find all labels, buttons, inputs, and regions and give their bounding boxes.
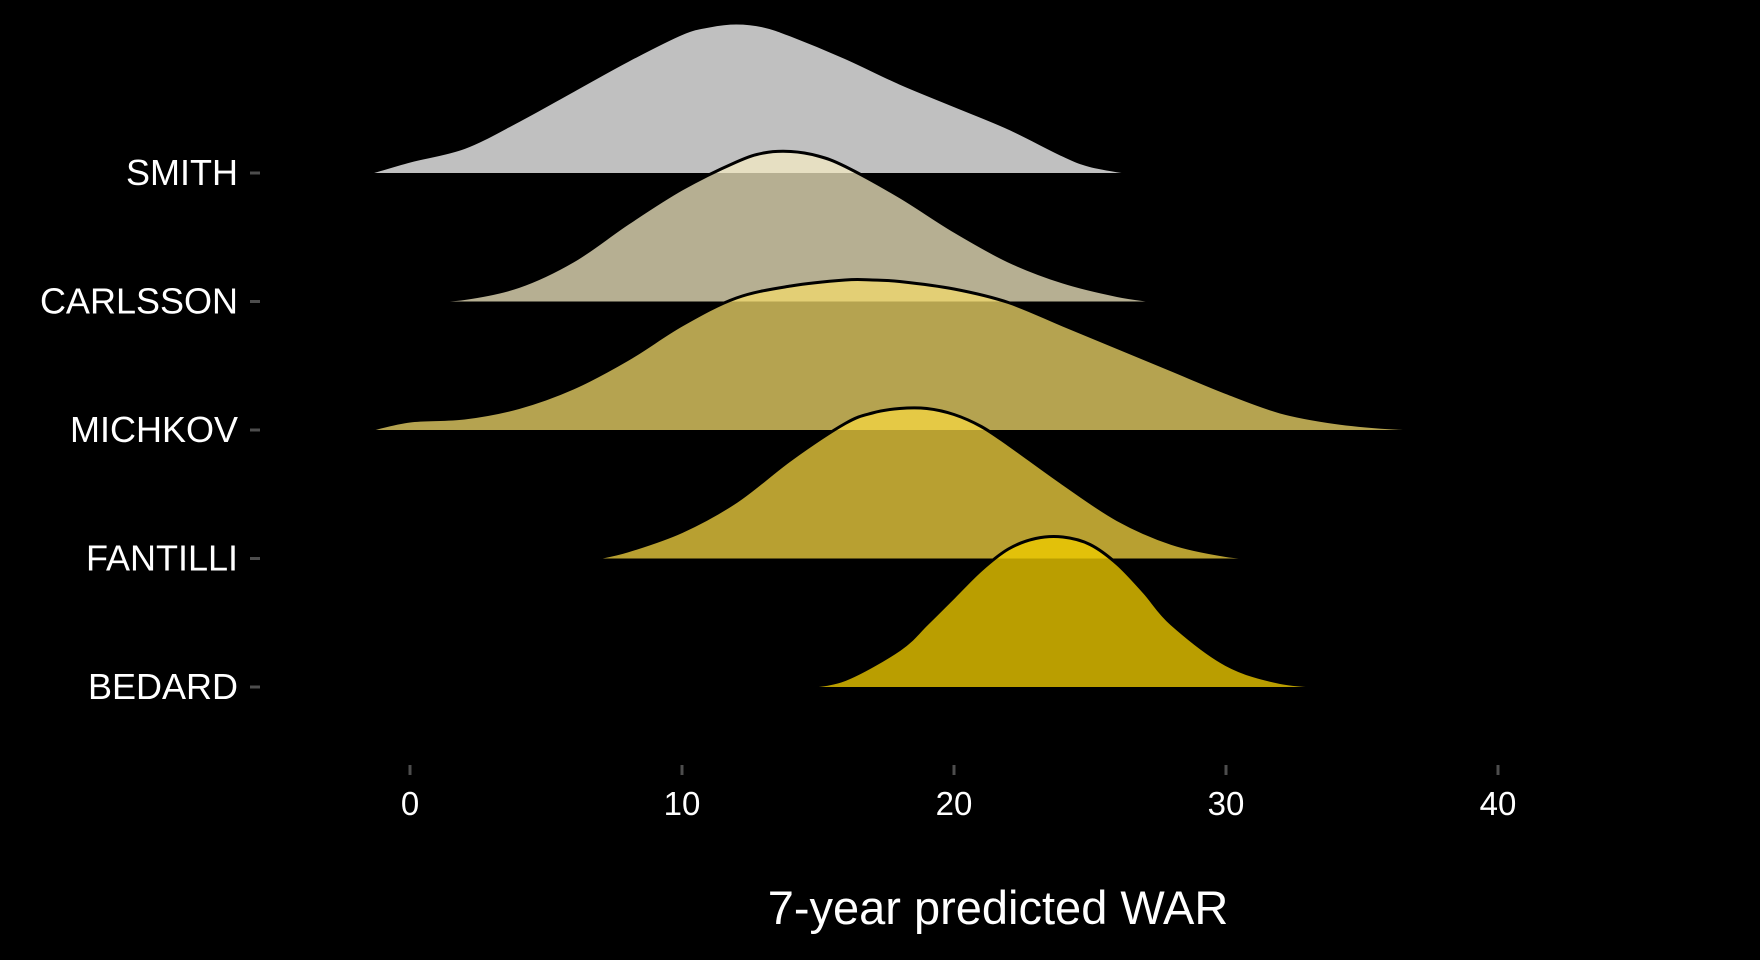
ridge-outline-fantilli (594, 406, 1267, 560)
ridge-fantilli (594, 406, 1267, 560)
ridge-bedard (804, 535, 1335, 689)
y-tick-label-carlsson: CARLSSON (40, 281, 238, 322)
ridge-outline-michkov (368, 277, 1450, 432)
ridge-michkov (368, 277, 1450, 432)
ridge-fill-smith (369, 23, 1131, 173)
ridge-carlsson (415, 149, 1159, 303)
ridge-smith (368, 21, 1132, 175)
ridge-outline-carlsson (415, 149, 1159, 303)
x-tick-label-40: 40 (1480, 785, 1517, 822)
y-tick-label-bedard: BEDARD (88, 666, 238, 707)
ridge-outline-bedard (804, 535, 1335, 689)
ridge-fill-fantilli (594, 407, 1267, 559)
x-tick-label-0: 0 (401, 785, 419, 822)
ridges-layer (368, 21, 1450, 689)
x-tick-label-10: 10 (664, 785, 701, 822)
y-tick-label-fantilli: FANTILLI (86, 538, 238, 579)
x-axis-title: 7-year predicted WAR (768, 881, 1229, 934)
ridge-fill-michkov (369, 279, 1450, 430)
y-tick-label-smith: SMITH (126, 152, 238, 193)
x-tick-label-20: 20 (936, 785, 973, 822)
x-tick-label-30: 30 (1208, 785, 1245, 822)
ridge-fill-carlsson (415, 151, 1158, 302)
y-axis: SMITH CARLSSON MICHKOV FANTILLI BEDARD (40, 152, 260, 707)
y-tick-label-michkov: MICHKOV (70, 409, 238, 450)
ridge-outline-smith (368, 21, 1132, 175)
x-axis: 0 10 20 30 40 (401, 765, 1517, 822)
